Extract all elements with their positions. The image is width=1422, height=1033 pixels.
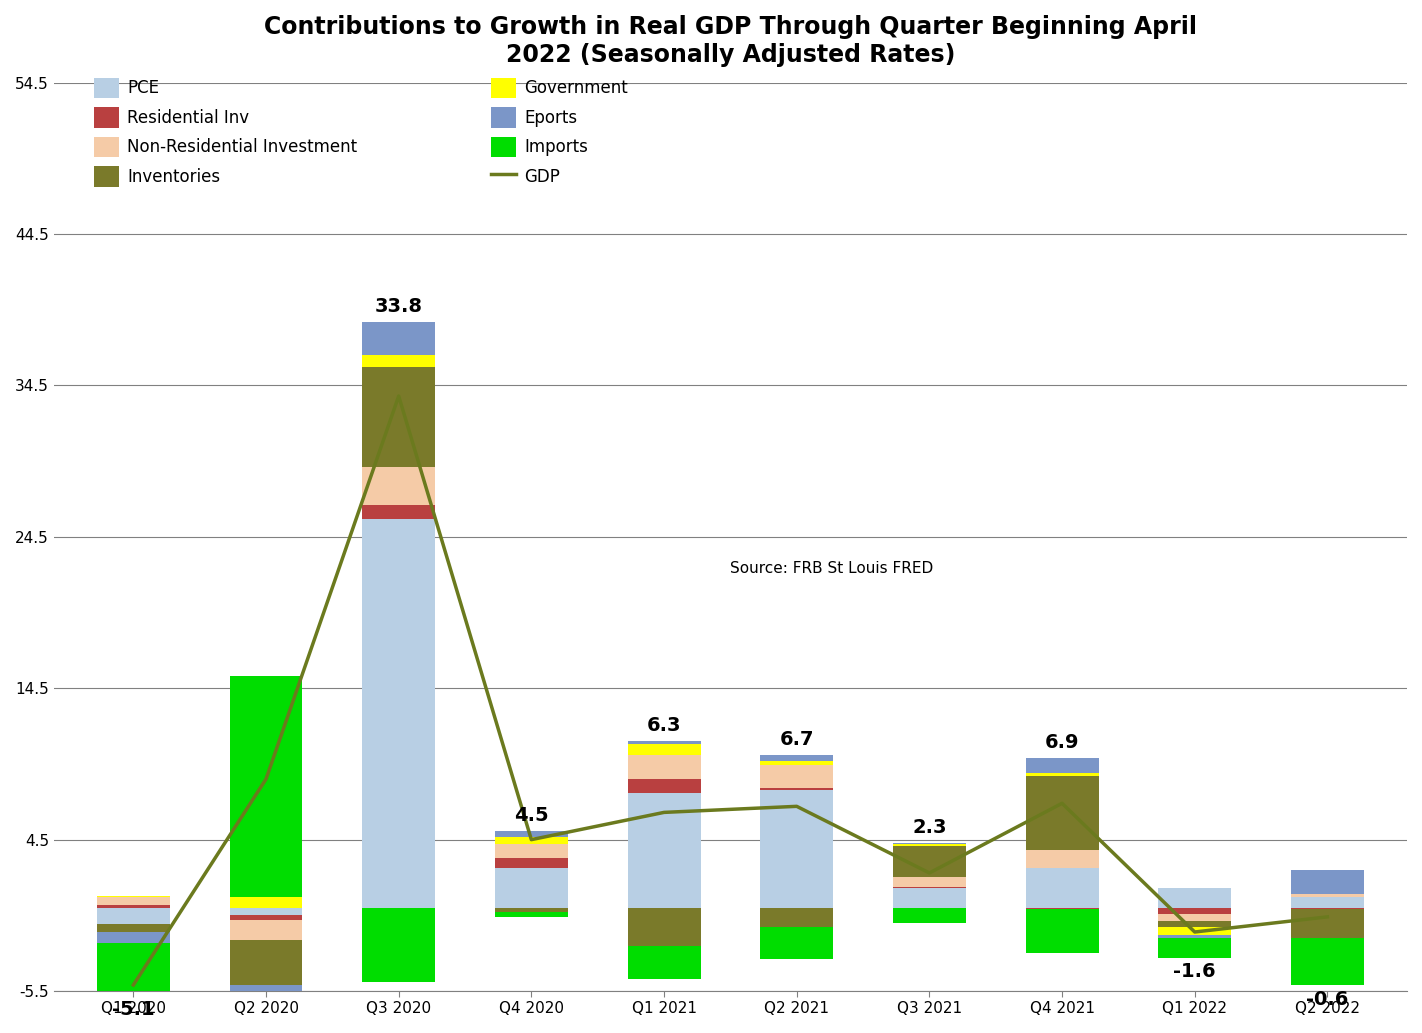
Bar <box>229 908 303 915</box>
Bar <box>893 843 966 844</box>
Bar <box>761 908 833 928</box>
Bar <box>627 945 701 979</box>
Bar <box>627 792 701 908</box>
Bar <box>97 942 169 996</box>
Bar <box>761 761 833 765</box>
Bar <box>1159 935 1231 938</box>
Bar <box>1159 908 1231 914</box>
Bar <box>97 932 169 942</box>
Bar <box>893 888 966 908</box>
Bar <box>1291 898 1364 908</box>
Bar <box>1025 850 1099 869</box>
Bar <box>495 869 567 908</box>
Text: 6.9: 6.9 <box>1045 732 1079 752</box>
Bar <box>363 908 435 982</box>
Bar <box>1291 870 1364 895</box>
Bar <box>893 908 966 922</box>
Text: 6.7: 6.7 <box>779 729 813 749</box>
Bar <box>627 744 701 755</box>
Bar <box>893 846 966 877</box>
Text: -5.1: -5.1 <box>112 1000 155 1020</box>
Bar <box>1025 776 1099 850</box>
Bar <box>761 788 833 789</box>
Bar <box>1291 909 1364 938</box>
Bar <box>97 925 169 932</box>
Bar <box>363 519 435 908</box>
Bar <box>229 985 303 1010</box>
Bar <box>495 837 567 844</box>
Bar <box>229 915 303 920</box>
Legend: PCE, Residential Inv, Non-Residential Investment, Inventories, Government, Eport: PCE, Residential Inv, Non-Residential In… <box>90 72 633 192</box>
Bar <box>495 912 567 917</box>
Bar <box>1025 758 1099 773</box>
Bar <box>1291 908 1364 909</box>
Bar <box>229 920 303 940</box>
Bar <box>229 898 303 908</box>
Bar <box>1025 773 1099 776</box>
Text: -0.6: -0.6 <box>1307 990 1348 1008</box>
Bar <box>1159 928 1231 935</box>
Bar <box>893 886 966 888</box>
Bar <box>1025 869 1099 908</box>
Bar <box>761 789 833 908</box>
Bar <box>1159 938 1231 958</box>
Bar <box>229 940 303 985</box>
Bar <box>363 368 435 467</box>
Bar <box>761 928 833 960</box>
Bar <box>363 355 435 368</box>
Text: -1.6: -1.6 <box>1173 963 1216 981</box>
Bar <box>1025 908 1099 909</box>
Bar <box>495 857 567 869</box>
Bar <box>363 467 435 505</box>
Bar <box>97 905 169 908</box>
Text: 6.3: 6.3 <box>647 716 681 735</box>
Bar <box>495 844 567 857</box>
Text: 2.3: 2.3 <box>912 817 947 837</box>
Bar <box>97 898 169 905</box>
Bar <box>97 896 169 898</box>
Bar <box>363 505 435 519</box>
Bar <box>627 908 701 945</box>
Text: 4.5: 4.5 <box>513 806 549 824</box>
Text: 33.8: 33.8 <box>374 296 422 316</box>
Bar <box>495 831 567 837</box>
Bar <box>1159 914 1231 921</box>
Bar <box>495 908 567 912</box>
Bar <box>1159 888 1231 908</box>
Bar <box>97 908 169 925</box>
Text: Source: FRB St Louis FRED: Source: FRB St Louis FRED <box>731 561 934 576</box>
Bar <box>627 742 701 744</box>
Bar <box>1291 938 1364 985</box>
Title: Contributions to Growth in Real GDP Through Quarter Beginning April
2022 (Season: Contributions to Growth in Real GDP Thro… <box>264 15 1197 67</box>
Bar <box>761 755 833 761</box>
Bar <box>761 765 833 788</box>
Bar <box>627 755 701 779</box>
Bar <box>363 322 435 355</box>
Bar <box>627 779 701 792</box>
Bar <box>893 877 966 886</box>
Bar <box>1025 909 1099 953</box>
Bar <box>893 844 966 846</box>
Bar <box>229 677 303 898</box>
Bar <box>1291 895 1364 898</box>
Bar <box>1159 921 1231 928</box>
